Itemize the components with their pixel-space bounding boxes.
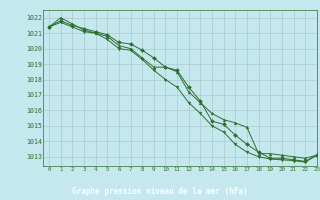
Text: Graphe pression niveau de la mer (hPa): Graphe pression niveau de la mer (hPa)	[72, 187, 248, 196]
